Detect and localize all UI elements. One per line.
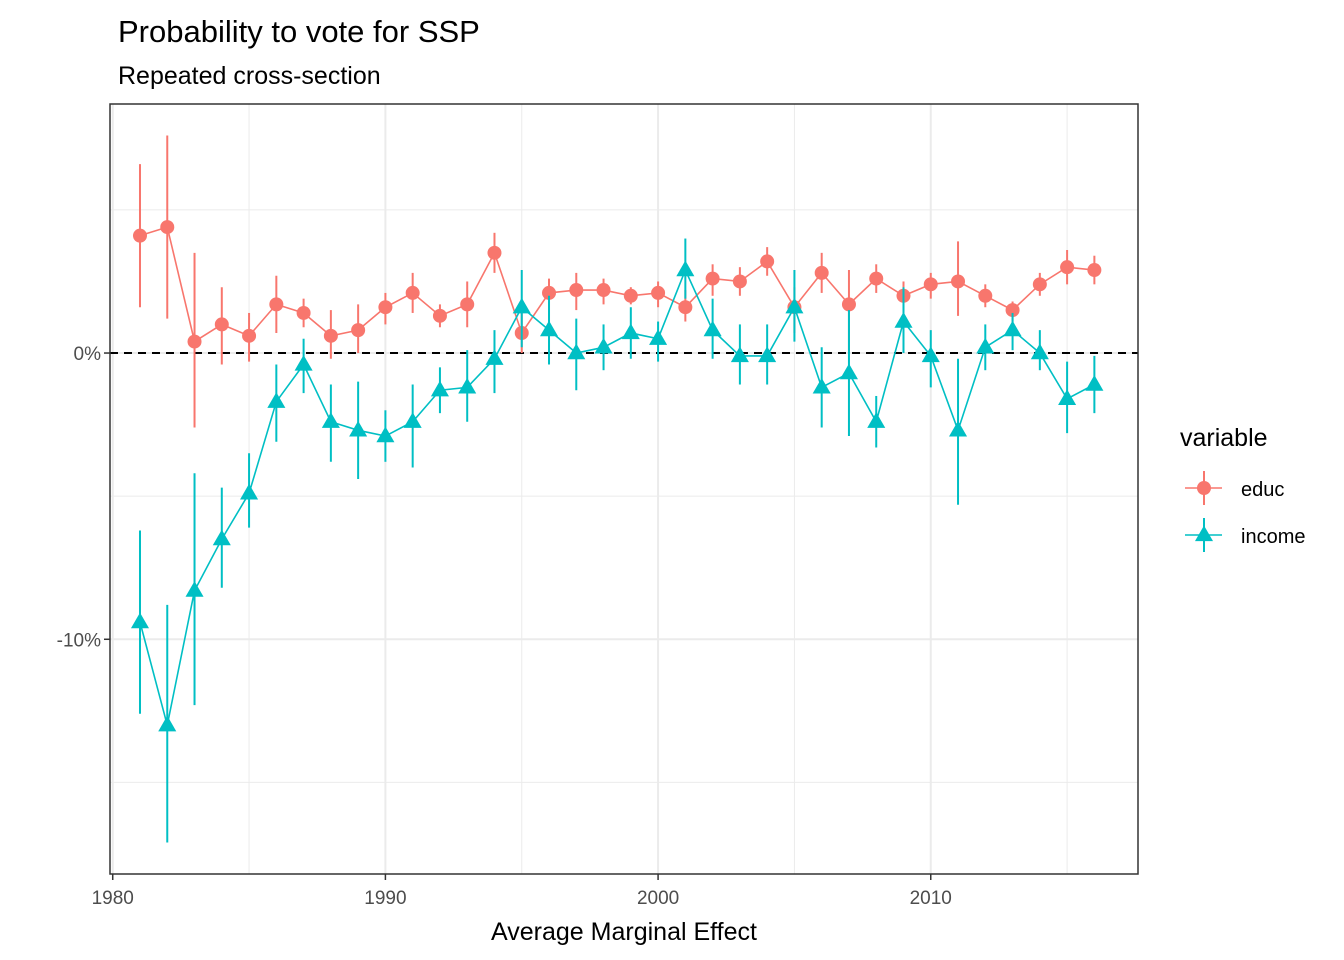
point-educ [542,285,557,300]
point-educ [869,271,884,286]
point-educ [432,308,447,323]
point-income [294,354,313,371]
legend-item-educ: educ [1185,471,1284,505]
legend-item-income: income [1185,518,1305,552]
point-income [158,715,177,732]
point-income [621,323,640,340]
point-educ [1032,277,1047,292]
point-educ [405,285,420,300]
legend-items: educ income [1185,471,1305,552]
series-layer [130,135,1104,843]
series-income [130,238,1104,843]
point-income [185,581,204,597]
x-tick-label: 2010 [910,888,952,909]
point-income [1030,343,1049,360]
point-income [212,529,231,546]
axis-layer: 1980 1990 2000 2010 0% -10% [57,344,952,909]
point-income [812,377,831,394]
point-income [321,412,340,428]
grid-layer [110,104,1138,874]
y-tick-label: -10% [57,630,101,651]
chart-subtitle: Repeated cross-section [118,62,381,90]
point-income [458,377,477,394]
point-income [758,346,777,363]
point-income [403,412,422,428]
point-income [703,320,722,337]
x-tick-label: 1990 [364,888,406,909]
point-educ [1060,260,1075,275]
point-educ [623,288,638,303]
point-educ [487,245,502,260]
point-income [349,420,368,437]
point-educ [1087,263,1102,278]
point-educ [187,334,202,349]
plot-border [109,103,1139,875]
point-income [730,346,749,363]
point-educ [460,297,475,312]
chart-title: Probability to vote for SSP [118,14,480,49]
point-income [240,483,259,500]
point-income [867,412,886,428]
series-line-income [139,267,1095,726]
point-income [1058,389,1077,406]
legend-label-income: income [1241,526,1305,548]
point-income [430,380,449,397]
point-educ [705,271,720,286]
x-tick-label: 1980 [92,888,134,909]
point-income [785,297,804,314]
point-educ [569,283,584,298]
point-income [539,320,559,337]
legend-title: variable [1180,424,1268,452]
point-income [1003,320,1022,337]
point-educ [323,328,338,343]
point-educ [351,323,366,338]
point-income [649,329,668,345]
point-educ [160,220,175,235]
point-income [949,420,968,437]
point-educ [923,277,938,292]
point-educ [760,254,775,269]
point-educ [296,305,311,320]
point-educ [678,300,693,315]
plot-panel [110,104,1138,874]
point-income [567,343,586,360]
point-educ [978,288,993,303]
point-educ [378,300,393,315]
point-income [376,426,395,443]
legend-label-educ: educ [1241,479,1284,501]
legend-key-educ [1197,481,1211,495]
y-tick-label: 0% [74,344,102,365]
point-educ [132,228,147,243]
point-educ [951,274,966,289]
legend: variable educ income [1180,424,1305,552]
point-income [894,312,913,328]
point-income [1085,375,1104,391]
legend-key-income [1194,525,1214,542]
point-income [512,297,531,314]
point-educ [242,328,257,343]
point-educ [732,274,747,289]
point-income [485,349,504,365]
point-educ [841,297,856,312]
x-axis-title: Average Marginal Effect [491,918,757,946]
point-educ [214,317,229,332]
point-income [976,337,995,354]
point-income [267,392,286,408]
point-educ [1005,303,1020,318]
point-educ [814,265,829,280]
x-tick-label: 2000 [637,888,679,909]
point-income [839,363,858,380]
point-income [676,260,695,277]
point-educ [651,285,666,300]
point-income [130,612,150,629]
point-income [921,346,940,363]
point-income [594,337,613,354]
point-educ [596,283,611,298]
point-educ [269,297,284,312]
